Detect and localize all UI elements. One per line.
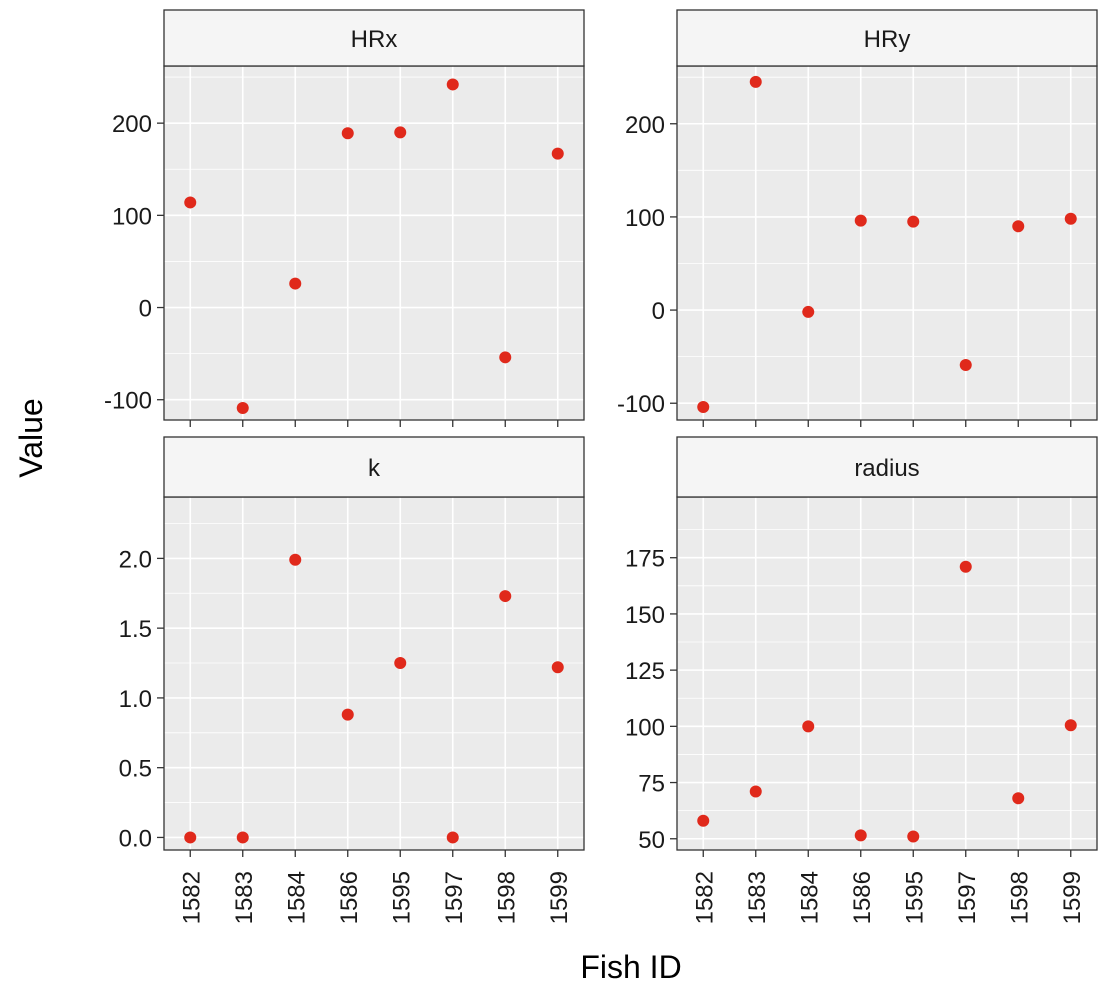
data-point-HRy-1586 xyxy=(854,214,867,227)
x-tick-label: 1599 xyxy=(1059,871,1086,924)
x-tick-label: 1583 xyxy=(231,871,258,924)
facet-strip-HRx xyxy=(163,9,585,67)
y-tick-label: 75 xyxy=(638,771,665,798)
y-tick-label: 175 xyxy=(625,546,665,573)
x-tick-label: 1586 xyxy=(336,871,363,924)
y-tick-label: 125 xyxy=(625,658,665,685)
y-tick-label: 200 xyxy=(625,112,665,139)
data-point-radius-1583 xyxy=(749,785,762,798)
data-point-HRx-1583 xyxy=(236,402,249,415)
x-tick-label: 1586 xyxy=(849,871,876,924)
x-tick-label: 1599 xyxy=(546,871,573,924)
y-tick-label: 200 xyxy=(112,111,152,138)
y-tick-label: 100 xyxy=(625,205,665,232)
data-point-HRx-1599 xyxy=(551,147,564,160)
data-point-HRy-1584 xyxy=(802,305,815,318)
data-point-HRx-1582 xyxy=(184,196,197,209)
data-point-HRy-1599 xyxy=(1064,212,1077,225)
data-point-HRx-1586 xyxy=(341,127,354,140)
facet-strip-radius xyxy=(676,436,1098,498)
x-tick-label: 1583 xyxy=(744,871,771,924)
data-point-k-1586 xyxy=(341,708,354,721)
y-tick-label: 0.0 xyxy=(119,825,152,852)
y-tick-label: 100 xyxy=(625,714,665,741)
x-tick-label: 1598 xyxy=(493,871,520,924)
data-point-HRx-1598 xyxy=(499,351,512,364)
y-tick-label: 0 xyxy=(652,298,665,325)
data-point-radius-1595 xyxy=(907,830,920,843)
y-tick-label: 1.5 xyxy=(119,616,152,643)
data-point-radius-1582 xyxy=(697,814,710,827)
x-tick-label: 1597 xyxy=(954,871,981,924)
data-point-k-1599 xyxy=(551,661,564,674)
data-point-HRy-1598 xyxy=(1012,220,1025,233)
y-tick-label: 0 xyxy=(139,296,152,323)
y-tick-label: 2.0 xyxy=(119,546,152,573)
y-tick-label: -100 xyxy=(104,388,152,415)
panel-background-HRx xyxy=(164,66,584,420)
y-tick-label: 1.0 xyxy=(119,686,152,713)
data-point-HRy-1583 xyxy=(749,75,762,88)
x-tick-label: 1584 xyxy=(796,871,823,924)
panel-background-k xyxy=(164,497,584,850)
y-tick-label: 100 xyxy=(112,203,152,230)
panel-background-HRy xyxy=(677,66,1097,420)
x-axis-title: Fish ID xyxy=(580,949,681,985)
data-point-k-1582 xyxy=(184,831,197,844)
x-tick-label: 1595 xyxy=(901,871,928,924)
data-point-radius-1597 xyxy=(959,560,972,573)
facet-strip-k xyxy=(163,436,585,498)
data-point-k-1583 xyxy=(236,831,249,844)
data-point-k-1595 xyxy=(394,657,407,670)
facet-label-k: k xyxy=(368,455,381,482)
x-tick-label: 1598 xyxy=(1006,871,1033,924)
data-point-HRx-1595 xyxy=(394,126,407,139)
x-tick-label: 1584 xyxy=(283,871,310,924)
data-point-HRx-1584 xyxy=(289,277,302,290)
data-point-k-1597 xyxy=(446,831,459,844)
facet-label-HRy: HRy xyxy=(864,26,911,53)
facet-label-radius: radius xyxy=(854,455,919,482)
x-tick-label: 1597 xyxy=(441,871,468,924)
y-tick-label: -100 xyxy=(617,391,665,418)
facet-label-HRx: HRx xyxy=(351,26,398,53)
y-axis-title: Value xyxy=(13,398,49,477)
x-tick-label: 1595 xyxy=(388,871,415,924)
data-point-radius-1584 xyxy=(802,720,815,733)
y-tick-label: 0.5 xyxy=(119,756,152,783)
data-point-HRy-1582 xyxy=(697,400,710,413)
data-point-k-1598 xyxy=(499,590,512,603)
x-tick-label: 1582 xyxy=(178,871,205,924)
y-tick-label: 150 xyxy=(625,602,665,629)
panel-background-radius xyxy=(677,497,1097,850)
data-point-radius-1598 xyxy=(1012,792,1025,805)
data-point-HRy-1597 xyxy=(959,359,972,372)
y-tick-label: 50 xyxy=(638,827,665,854)
data-point-radius-1599 xyxy=(1064,719,1077,732)
data-point-HRy-1595 xyxy=(907,215,920,228)
data-point-radius-1586 xyxy=(854,829,867,842)
facet-strip-HRy xyxy=(676,9,1098,67)
data-point-HRx-1597 xyxy=(446,78,459,91)
x-tick-label: 1582 xyxy=(691,871,718,924)
data-point-k-1584 xyxy=(289,553,302,566)
